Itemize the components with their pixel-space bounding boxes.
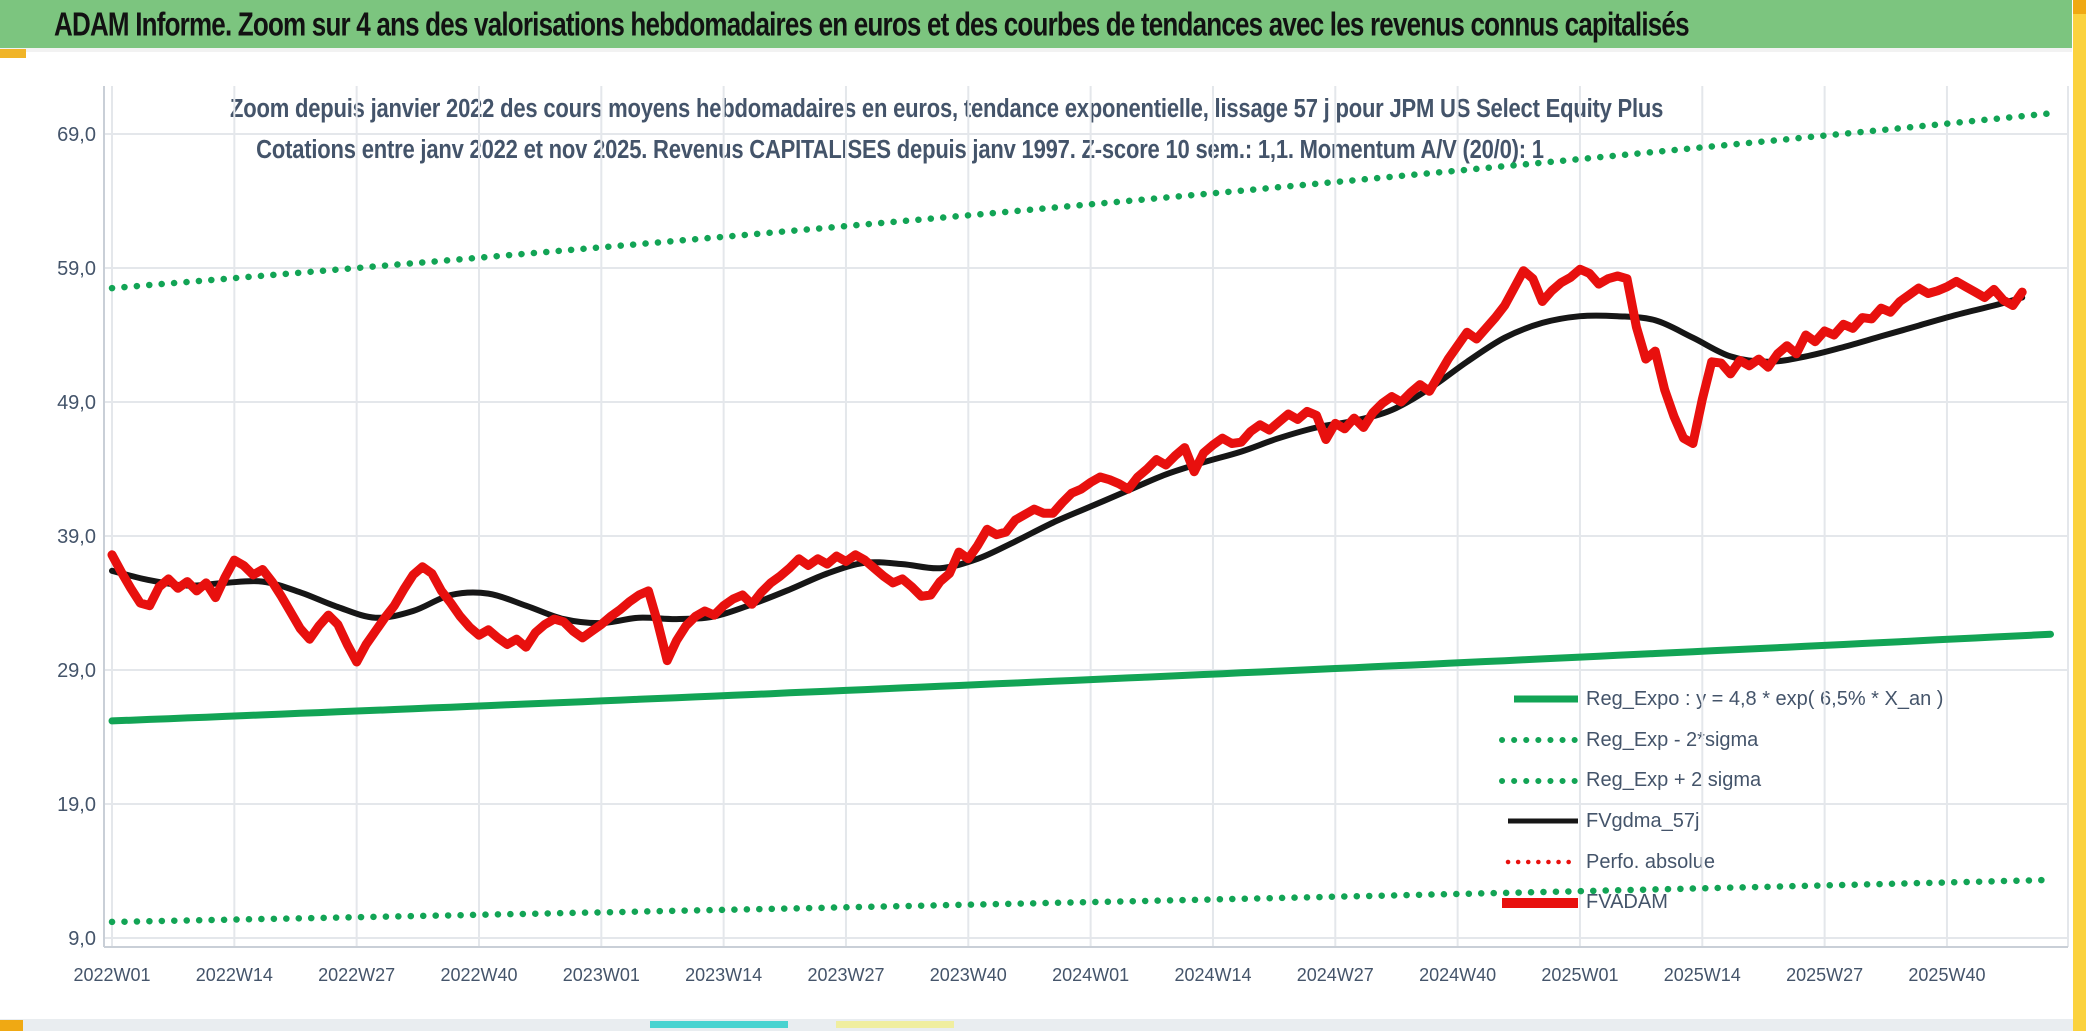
x-tick-label: 2022W40 bbox=[440, 965, 517, 985]
right-edge-orange-notch bbox=[2073, 0, 2086, 14]
y-tick-label: 69,0 bbox=[57, 124, 96, 146]
x-tick-label: 2024W14 bbox=[1174, 965, 1251, 985]
x-tick-label: 2022W27 bbox=[318, 965, 395, 985]
y-tick-label: 19,0 bbox=[57, 794, 96, 816]
x-tick-label: 2025W01 bbox=[1541, 965, 1618, 985]
legend-marker-green-solid-icon bbox=[1514, 695, 1578, 703]
chart-title: Zoom depuis janvier 2022 des cours moyen… bbox=[230, 84, 1663, 166]
legend-item-reg-exp-minus-2sigma: Reg_Exp - 2*sigma bbox=[1498, 720, 1943, 761]
x-tick-label: 2023W27 bbox=[807, 965, 884, 985]
x-tick-label: 2024W01 bbox=[1052, 965, 1129, 985]
chart-legend: Reg_Expo : y = 4,8 * exp( 6,5% * X_an ) … bbox=[1498, 679, 1943, 923]
header-bar: ADAM Informe. Zoom sur 4 ans des valoris… bbox=[0, 0, 2072, 48]
x-tick-label: 2024W40 bbox=[1419, 965, 1496, 985]
legend-item-fvgdma57j: FVgdma_57j bbox=[1498, 801, 1943, 842]
right-edge-yellow-strip bbox=[2073, 0, 2086, 1031]
x-tick-label: 2025W14 bbox=[1664, 965, 1741, 985]
y-tick-label: 49,0 bbox=[57, 392, 96, 414]
page-title: ADAM Informe. Zoom sur 4 ans des valoris… bbox=[54, 4, 1690, 43]
legend-marker-green-dotted-icon bbox=[1499, 737, 1581, 744]
legend-label: Reg_Exp + 2 sigma bbox=[1586, 769, 1762, 792]
bottom-left-orange-block bbox=[0, 1020, 23, 1031]
header-underline bbox=[0, 48, 2072, 52]
series-fvgdma-57j bbox=[109, 294, 2026, 627]
y-tick-label: 39,0 bbox=[57, 526, 96, 548]
x-tick-label: 2022W14 bbox=[196, 965, 273, 985]
series-perfo-absolue bbox=[109, 266, 2025, 668]
series-fvadam bbox=[107, 264, 2027, 667]
x-tick-label: 2022W01 bbox=[73, 965, 150, 985]
legend-label: Reg_Expo : y = 4,8 * exp( 6,5% * X_an ) bbox=[1586, 687, 1944, 710]
x-tick-label: 2024W27 bbox=[1297, 965, 1374, 985]
y-tick-label: 29,0 bbox=[57, 660, 96, 682]
chart-title-line2: Cotations entre janv 2022 et nov 2025. R… bbox=[256, 134, 1544, 164]
legend-label: FVADAM bbox=[1586, 891, 1668, 914]
legend-label: Perfo. absolue bbox=[1586, 850, 1715, 873]
legend-item-perfo-absolue: Perfo. absolue bbox=[1498, 842, 1943, 883]
legend-item-fvadam: FVADAM bbox=[1498, 882, 1943, 923]
legend-marker-green-dotted-icon bbox=[1499, 777, 1581, 784]
legend-label: FVgdma_57j bbox=[1586, 809, 1700, 832]
left-edge-marker bbox=[0, 49, 26, 58]
x-tick-label: 2023W14 bbox=[685, 965, 762, 985]
y-tick-label: 9,0 bbox=[68, 928, 96, 950]
legend-item-reg-expo: Reg_Expo : y = 4,8 * exp( 6,5% * X_an ) bbox=[1498, 679, 1943, 720]
legend-marker-red-dotted-icon bbox=[1505, 859, 1581, 865]
bottom-cyan-segment bbox=[650, 1021, 788, 1028]
x-tick-label: 2023W01 bbox=[563, 965, 640, 985]
x-tick-label: 2023W40 bbox=[930, 965, 1007, 985]
x-tick-label: 2025W40 bbox=[1908, 965, 1985, 985]
legend-item-reg-exp-plus-2sigma: Reg_Exp + 2 sigma bbox=[1498, 760, 1943, 801]
y-tick-label: 59,0 bbox=[57, 258, 96, 280]
x-tick-label: 2025W27 bbox=[1786, 965, 1863, 985]
bottom-yellow-segment bbox=[836, 1021, 954, 1028]
legend-marker-red-solid-icon bbox=[1502, 897, 1578, 908]
legend-marker-black-solid-icon bbox=[1508, 818, 1578, 824]
bottom-strip bbox=[0, 1019, 2086, 1031]
legend-label: Reg_Exp - 2*sigma bbox=[1586, 728, 1759, 751]
